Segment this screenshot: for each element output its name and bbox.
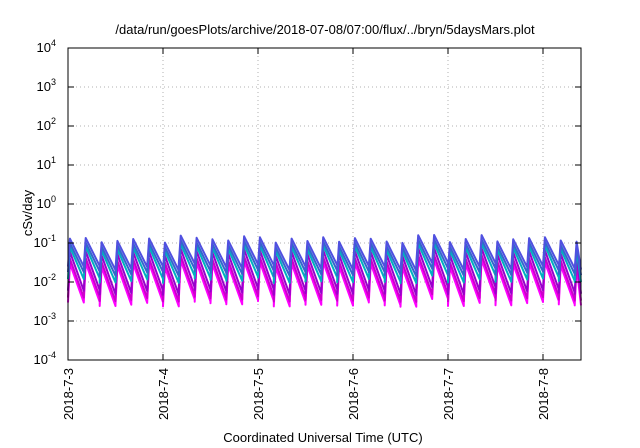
grid: [68, 48, 581, 360]
y-tick-label: 102: [37, 116, 56, 133]
y-tick-base: 10: [37, 40, 51, 55]
x-tick-label: 2018-7-8: [536, 368, 551, 420]
y-tick-base: 10: [34, 274, 48, 289]
y-tick-base: 10: [37, 157, 51, 172]
y-tick-exponent: 2: [51, 116, 56, 126]
y-tick-label: 104: [37, 38, 56, 55]
x-tick-label: 2018-7-4: [156, 368, 171, 420]
y-tick-base: 10: [34, 235, 48, 250]
chart-title: /data/run/goesPlots/archive/2018-07-08/0…: [115, 22, 535, 37]
y-tick-base: 10: [34, 352, 48, 367]
y-tick-exponent: 3: [51, 77, 56, 87]
x-axis-ticks: 2018-7-3 2018-7-4 2018-7-5 2018-7-6 2018-7-7…: [61, 48, 551, 420]
x-tick-label: 2018-7-7: [441, 368, 456, 420]
y-tick-label: 10-4: [34, 350, 56, 367]
y-tick-exponent: -3: [48, 311, 56, 321]
y-tick-base: 10: [37, 118, 51, 133]
y-tick-label: 10-2: [34, 272, 56, 289]
y-tick-base: 10: [37, 196, 51, 211]
x-tick-label: 2018-7-6: [346, 368, 361, 420]
y-tick-label: 100: [37, 194, 56, 211]
y-tick-exponent: 4: [51, 38, 56, 48]
x-axis-label: Coordinated Universal Time (UTC): [223, 430, 422, 445]
y-tick-exponent: -4: [48, 350, 56, 360]
series-line: [67, 234, 582, 272]
x-tick-label: 2018-7-5: [251, 368, 266, 420]
x-tick-label: 2018-7-3: [61, 368, 76, 420]
y-tick-exponent: 0: [51, 194, 56, 204]
series-lines: [67, 234, 582, 308]
y-tick-label: 10-3: [34, 311, 56, 328]
y-tick-label: 10-1: [34, 233, 56, 250]
y-axis-label: cSv/day: [20, 189, 35, 236]
y-tick-base: 10: [37, 79, 51, 94]
y-tick-base: 10: [34, 313, 48, 328]
y-tick-exponent: -2: [48, 272, 56, 282]
y-tick-exponent: -1: [48, 233, 56, 243]
y-tick-exponent: 1: [51, 155, 56, 165]
y-tick-label: 101: [37, 155, 56, 172]
y-tick-label: 103: [37, 77, 56, 94]
